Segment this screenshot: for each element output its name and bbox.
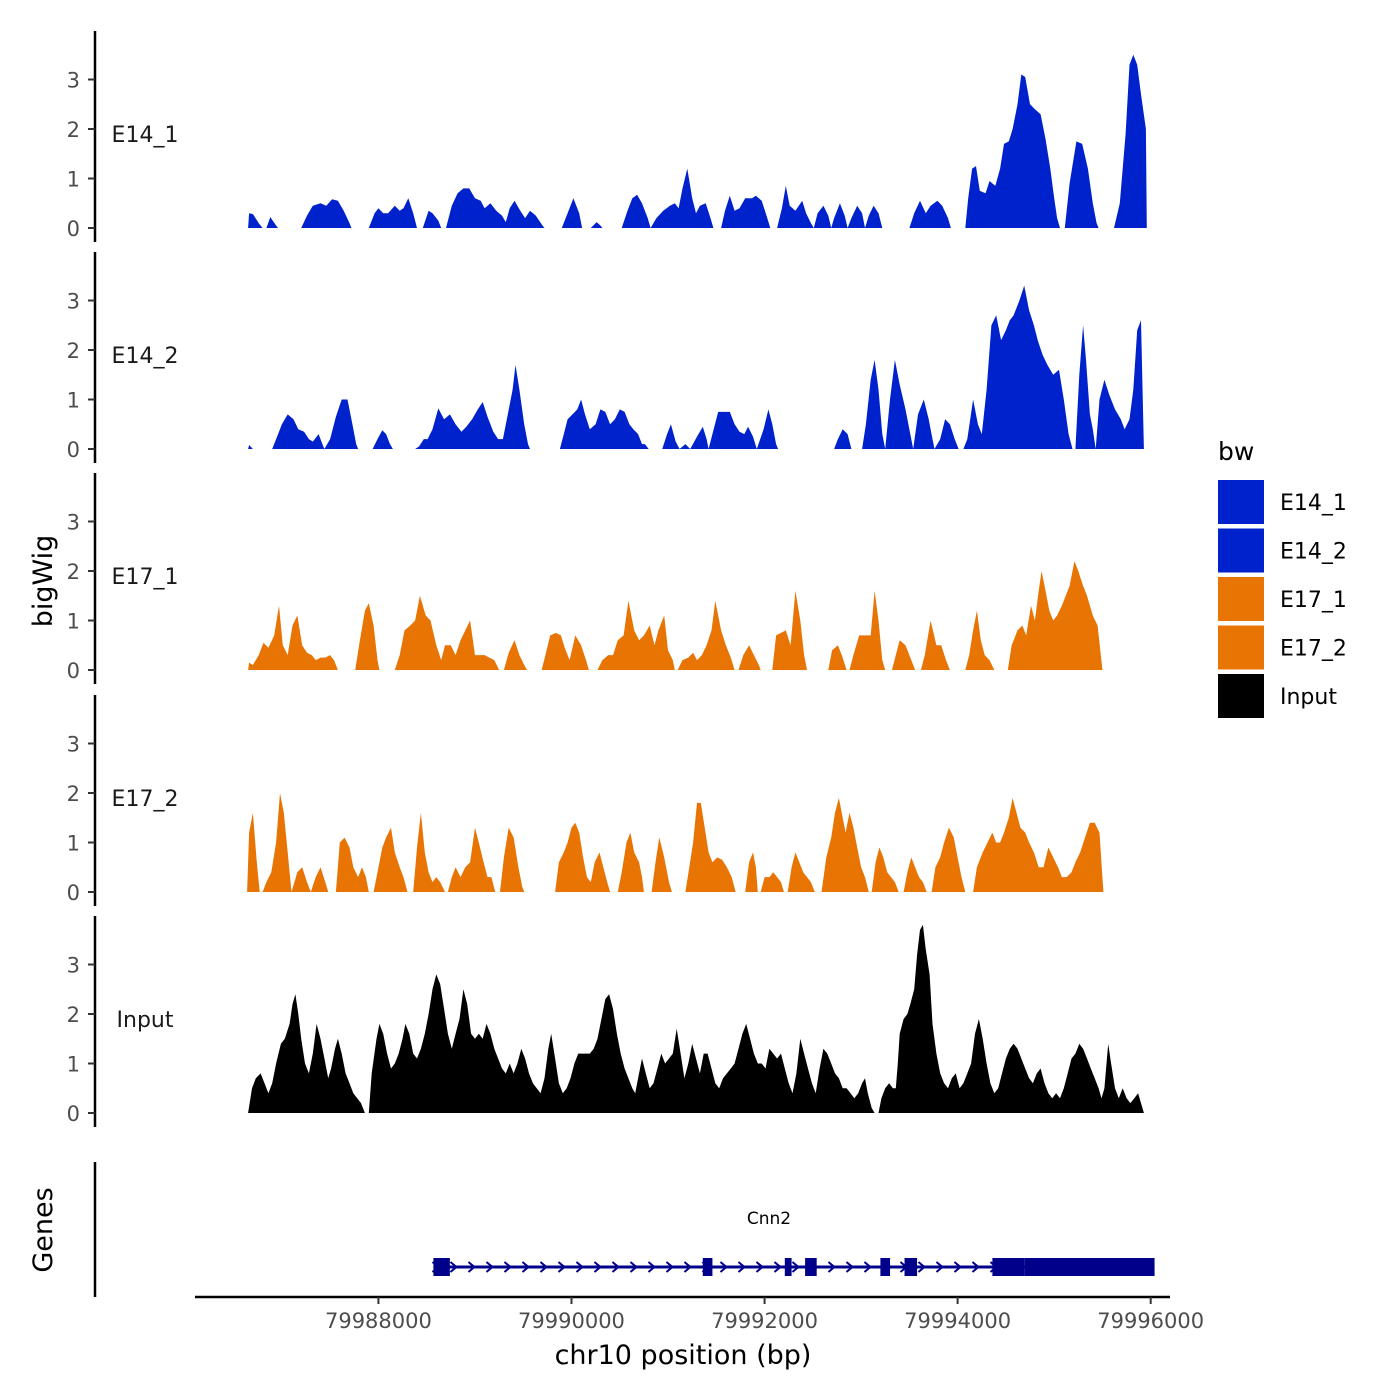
strand-arrow: [935, 1261, 945, 1273]
track-label: E14_1: [112, 123, 179, 148]
track-panels: 0 1 2 3 E14_1 0 1 2 3 E14_2 0 1 2 3 E17_1 0 1 2 3 E17_2 0 1 2 3…: [67, 31, 1147, 1127]
strand-arrow: [773, 1261, 783, 1273]
strand-arrow: [521, 1261, 531, 1273]
legend-title: bw: [1218, 437, 1254, 466]
track-label: E14_2: [112, 344, 179, 369]
strand-arrow: [467, 1261, 477, 1273]
strand-arrow: [737, 1261, 747, 1273]
x-tick-label: 79990000: [518, 1309, 625, 1333]
gene-exon: [784, 1258, 792, 1276]
x-axis: 79988000 79990000 79992000 79994000 79996000: [195, 1295, 1204, 1333]
gene-name-label: Cnn2: [747, 1209, 791, 1229]
strand-arrow: [755, 1261, 765, 1273]
strand-arrow: [647, 1261, 657, 1273]
y-tick-label: 3: [67, 69, 80, 93]
x-tick-label: 79992000: [711, 1309, 818, 1333]
gene-exon: [702, 1258, 713, 1276]
y-tick-label: 1: [67, 1053, 80, 1077]
legend-swatch: [1218, 480, 1264, 524]
legend-label: E17_2: [1280, 637, 1347, 662]
track-label: Input: [117, 1008, 174, 1033]
strand-arrow: [665, 1261, 675, 1273]
panel-e17-2: 0 1 2 3 E17_2: [67, 695, 1104, 906]
legend-swatch: [1218, 577, 1264, 621]
strand-arrow: [683, 1261, 693, 1273]
strand-arrow: [449, 1261, 459, 1273]
track-label: E17_2: [112, 787, 179, 812]
gene-exon: [433, 1258, 450, 1276]
gene-exon: [904, 1258, 918, 1276]
legend-label: Input: [1280, 685, 1337, 710]
coverage-area: [248, 54, 1147, 228]
panel-e14-1: 0 1 2 3 E14_1: [67, 31, 1147, 242]
legend-label: E14_2: [1280, 540, 1347, 565]
y-tick-label: 0: [67, 1102, 80, 1126]
panel-input: 0 1 2 3 Input: [67, 916, 1144, 1127]
strand-arrow: [575, 1261, 585, 1273]
y-tick-label: 3: [67, 290, 80, 314]
strand-arrow: [719, 1261, 729, 1273]
legend-swatch: [1218, 625, 1264, 670]
strand-arrow: [953, 1261, 963, 1273]
y-tick-label: 3: [67, 511, 80, 535]
gene-exon: [992, 1258, 1025, 1276]
y-tick-label: 1: [67, 610, 80, 634]
track-label: E17_1: [112, 565, 179, 590]
strand-arrow: [557, 1261, 567, 1273]
gene-track-title: Genes: [28, 1187, 59, 1272]
strand-arrow: [611, 1261, 621, 1273]
gene-utr: [1024, 1258, 1155, 1276]
y-tick-label: 1: [67, 168, 80, 192]
gene-track-panel: Cnn2: [93, 1162, 1155, 1297]
x-tick-label: 79996000: [1097, 1309, 1204, 1333]
y-tick-label: 2: [67, 560, 80, 584]
gene-exon: [805, 1258, 817, 1276]
y-tick-label: 0: [67, 438, 80, 462]
y-tick-label: 0: [67, 659, 80, 683]
strand-arrow: [971, 1261, 981, 1273]
x-tick-label: 79988000: [325, 1309, 432, 1333]
y-tick-label: 2: [67, 1003, 80, 1027]
y-tick-label: 2: [67, 782, 80, 806]
strand-arrow: [827, 1261, 837, 1273]
strand-arrow: [863, 1261, 873, 1273]
coverage-area: [248, 561, 1103, 670]
y-tick-label: 1: [67, 389, 80, 413]
x-tick-label: 79994000: [904, 1309, 1011, 1333]
y-tick-label: 1: [67, 832, 80, 856]
y-tick-label: 2: [67, 339, 80, 363]
y-tick-label: 3: [67, 954, 80, 978]
strand-arrow: [485, 1261, 495, 1273]
legend: bw E14_1 E14_2 E17_1 E17_2 Input: [1218, 437, 1347, 718]
coverage-area: [248, 285, 1144, 449]
legend-swatch: [1218, 674, 1264, 718]
y-tick-label: 0: [67, 217, 80, 241]
strand-arrow: [791, 1261, 801, 1273]
x-axis-title: chr10 position (bp): [555, 1340, 812, 1371]
panel-e17-1: 0 1 2 3 E17_1: [67, 473, 1103, 684]
y-tick-label: 0: [67, 881, 80, 905]
legend-swatch: [1218, 528, 1264, 573]
coverage-area: [247, 793, 1104, 892]
y-tick-label: 3: [67, 733, 80, 757]
y-tick-label: 2: [67, 118, 80, 142]
strand-arrow: [917, 1261, 927, 1273]
gene-exon: [880, 1258, 891, 1276]
strand-arrow: [593, 1261, 603, 1273]
strand-arrow: [539, 1261, 549, 1273]
strand-arrow: [629, 1261, 639, 1273]
panel-e14-2: 0 1 2 3 E14_2: [67, 252, 1144, 463]
coverage-area: [248, 924, 1144, 1113]
legend-label: E17_1: [1280, 588, 1347, 613]
strand-arrow: [845, 1261, 855, 1273]
legend-label: E14_1: [1280, 491, 1347, 516]
strand-arrow: [503, 1261, 513, 1273]
y-axis-title: bigWig: [28, 535, 59, 628]
